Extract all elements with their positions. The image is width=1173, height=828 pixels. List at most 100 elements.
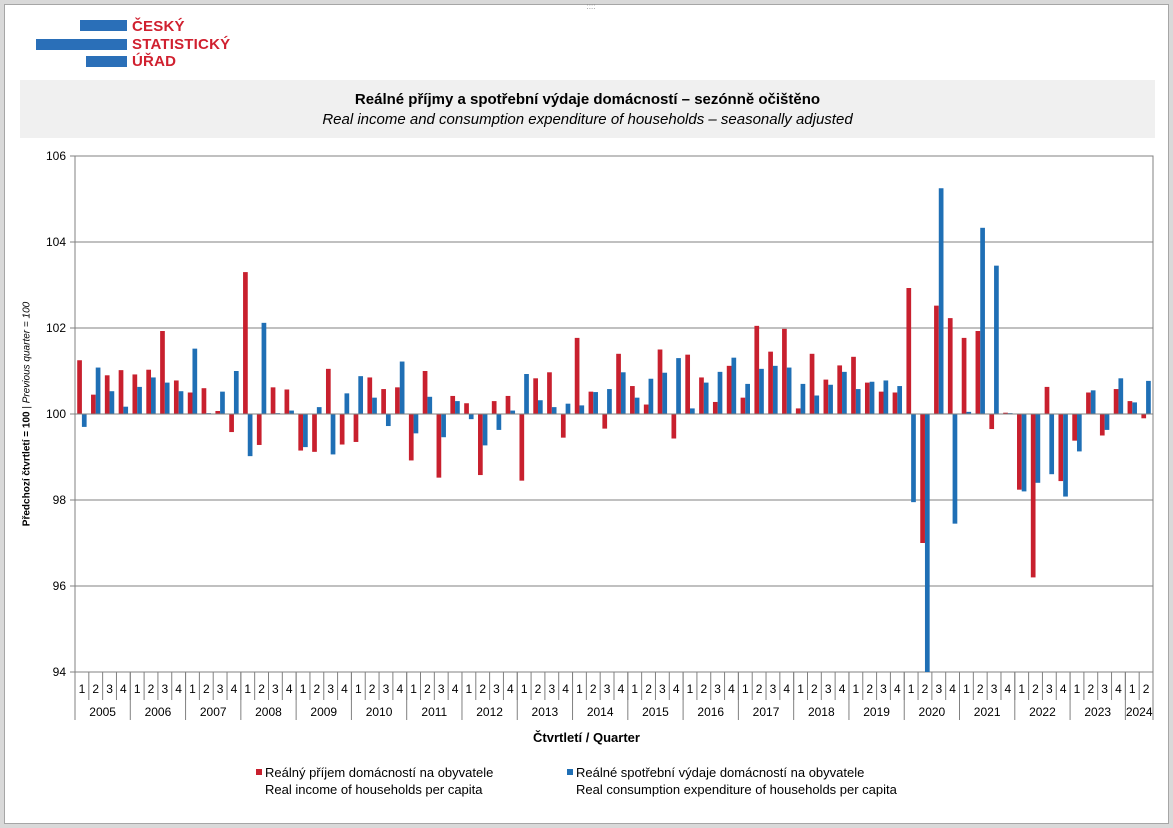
quarter-label: 3 xyxy=(217,682,224,696)
quarter-label: 4 xyxy=(1115,682,1122,696)
bar-income xyxy=(312,414,317,452)
quarter-label: 1 xyxy=(466,682,473,696)
bar-income xyxy=(270,387,276,414)
quarter-label: 3 xyxy=(825,682,832,696)
quarter-label: 4 xyxy=(286,682,293,696)
quarter-label: 2 xyxy=(922,682,929,696)
bar-income xyxy=(574,337,580,414)
bar-income xyxy=(947,318,953,414)
chart-title-english: Real income and consumption expenditure … xyxy=(322,111,853,128)
bar-income xyxy=(284,389,290,414)
logo-bar-top xyxy=(80,20,127,31)
year-label: 2009 xyxy=(310,705,337,719)
quarter-label: 4 xyxy=(618,682,625,696)
quarter-label: 2 xyxy=(535,682,542,696)
bar-consumption xyxy=(565,403,571,414)
year-label: 2017 xyxy=(753,705,780,719)
quarter-label: 1 xyxy=(797,682,804,696)
bar-income xyxy=(754,325,760,414)
quarter-label: 3 xyxy=(548,682,555,696)
bar-consumption xyxy=(676,358,681,414)
bar-income xyxy=(588,391,594,414)
bar-consumption xyxy=(482,414,488,446)
bar-consumption xyxy=(1049,414,1055,475)
quarter-label: 4 xyxy=(452,682,459,696)
bar-income xyxy=(809,353,815,414)
bar-consumption xyxy=(814,395,820,414)
quarter-label: 3 xyxy=(1101,682,1108,696)
quarter-label: 1 xyxy=(631,682,638,696)
bar-consumption xyxy=(95,367,101,414)
chart-title-box: Reálné příjmy a spotřební výdaje domácno… xyxy=(20,80,1155,138)
bar-income xyxy=(298,414,304,451)
quarter-label: 4 xyxy=(231,682,238,696)
quarter-label: 3 xyxy=(991,682,998,696)
quarter-label: 1 xyxy=(963,682,970,696)
bar-income xyxy=(422,371,428,414)
bar-income xyxy=(712,401,718,414)
bar-income xyxy=(160,331,165,414)
bar-consumption xyxy=(842,371,847,414)
legend-label-income-czech: Reálný příjem domácností na obyvatele xyxy=(265,765,494,780)
bar-income xyxy=(478,414,483,476)
resize-grip-icon[interactable]: :::: xyxy=(586,2,596,11)
bar-income xyxy=(118,370,124,414)
bar-income xyxy=(325,368,331,414)
quarter-label: 2 xyxy=(258,682,265,696)
bar-consumption xyxy=(344,393,350,414)
bar-income xyxy=(201,388,207,414)
y-axis-label: Předchozí čtvrtletí = 100 | Previous qua… xyxy=(22,302,33,526)
bar-income xyxy=(1003,412,1008,414)
bar-consumption xyxy=(551,407,557,414)
bar-income xyxy=(1072,414,1077,441)
bar-consumption xyxy=(690,408,695,414)
quarter-label: 2 xyxy=(479,682,486,696)
quarter-label: 3 xyxy=(161,682,168,696)
bar-layer xyxy=(77,188,1151,672)
quarter-label: 1 xyxy=(1129,682,1136,696)
bar-income xyxy=(464,403,469,414)
quarter-label: 2 xyxy=(1087,682,1094,696)
bar-consumption xyxy=(289,410,294,414)
quarter-label: 3 xyxy=(327,682,334,696)
bar-consumption xyxy=(1035,414,1041,483)
year-label: 2006 xyxy=(145,705,172,719)
bar-income xyxy=(77,360,82,414)
bar-income xyxy=(699,377,704,414)
quarter-label: 2 xyxy=(645,682,652,696)
bar-income xyxy=(132,374,138,414)
logo-text-line2: STATISTICKÝ xyxy=(132,36,231,53)
bar-income xyxy=(187,392,193,414)
y-tick-label: 100 xyxy=(46,407,66,421)
bar-consumption xyxy=(468,414,474,420)
bar-income xyxy=(602,414,608,429)
quarter-label: 1 xyxy=(410,682,417,696)
bar-income xyxy=(934,305,939,414)
bar-income xyxy=(795,408,801,414)
logo-text-line1: ČESKÝ xyxy=(132,18,185,35)
quarter-label: 3 xyxy=(106,682,113,696)
bar-consumption xyxy=(524,374,529,414)
quarter-label: 1 xyxy=(79,682,86,696)
year-label: 2013 xyxy=(532,705,559,719)
bar-income xyxy=(892,392,898,414)
bar-consumption xyxy=(81,414,87,427)
bar-consumption xyxy=(662,372,668,414)
y-tick-label: 94 xyxy=(53,665,67,679)
quarter-label: 4 xyxy=(396,682,403,696)
bar-consumption xyxy=(828,384,833,414)
quarter-label: 2 xyxy=(1143,682,1150,696)
bar-income xyxy=(256,414,262,445)
bar-income xyxy=(353,414,359,442)
quarter-label: 3 xyxy=(604,682,611,696)
y-axis-label-separator: | xyxy=(21,403,33,412)
bar-consumption xyxy=(731,357,737,414)
y-tick-label: 104 xyxy=(46,235,66,249)
bar-consumption xyxy=(510,410,516,414)
year-label: 2023 xyxy=(1084,705,1111,719)
bar-income xyxy=(491,401,497,414)
bar-income xyxy=(533,378,538,414)
quarter-label: 4 xyxy=(562,682,569,696)
